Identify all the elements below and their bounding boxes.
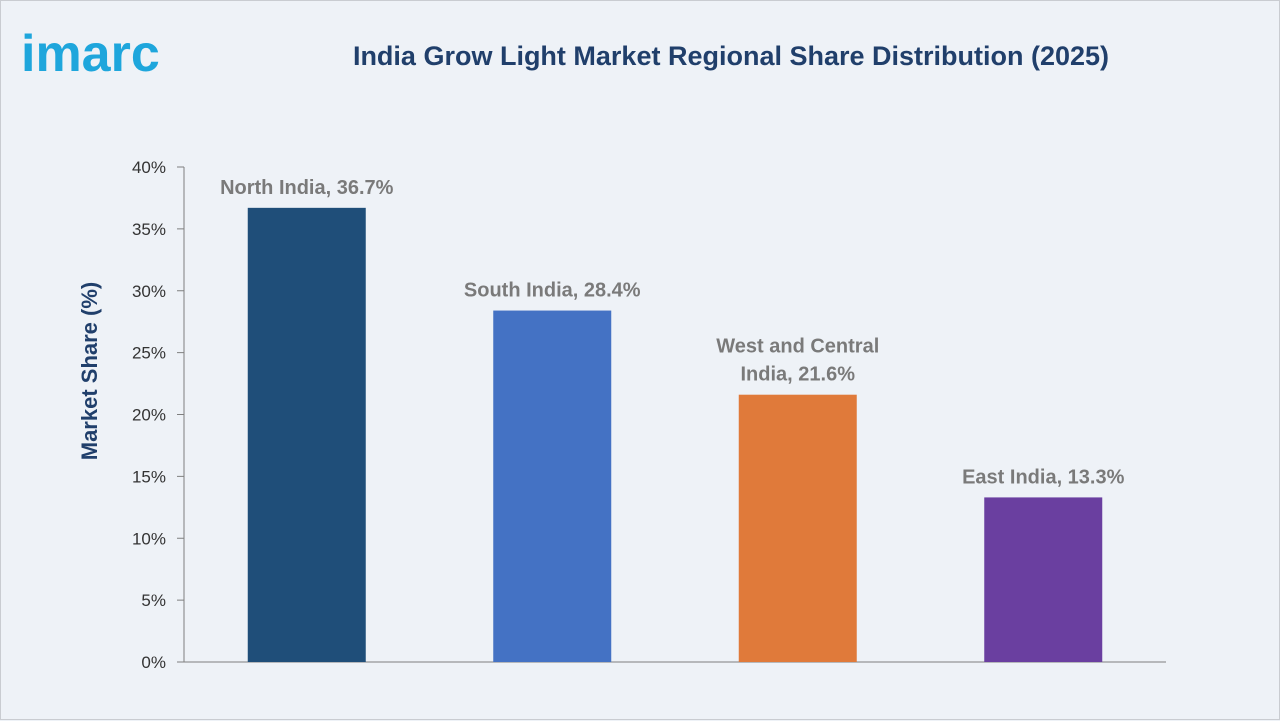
logo-text: imarc [21, 25, 160, 83]
data-label: West and Central [716, 336, 879, 358]
y-tick-label: 40% [132, 158, 166, 177]
y-tick-label: 5% [141, 591, 166, 610]
y-tick-label: 0% [141, 653, 166, 672]
imarc-logo: imarc [21, 25, 160, 83]
data-label: South India, 28.4% [464, 280, 641, 302]
data-label: India, 21.6% [741, 364, 856, 386]
y-tick-label: 30% [132, 282, 166, 301]
y-tick-label: 20% [132, 406, 166, 425]
y-tick-label: 10% [132, 529, 166, 548]
y-tick-label: 35% [132, 220, 166, 239]
data-label: North India, 36.7% [220, 177, 394, 199]
bar-1 [493, 310, 612, 662]
y-tick-label: 25% [132, 344, 166, 363]
data-label: East India, 13.3% [962, 466, 1125, 488]
y-tick-label: 15% [132, 467, 166, 486]
chart-title: India Grow Light Market Regional Share D… [352, 41, 1110, 71]
bar-3 [984, 497, 1103, 662]
bar-0 [247, 207, 366, 662]
bar-2 [738, 394, 857, 662]
